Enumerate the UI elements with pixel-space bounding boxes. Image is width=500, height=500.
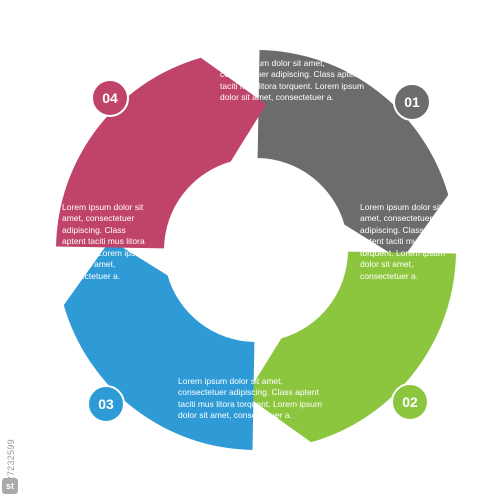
badge-seg2: 02 (391, 383, 429, 421)
segment-seg4 (56, 58, 266, 249)
watermark-logo: st (2, 478, 18, 494)
badge-seg1: 01 (393, 83, 431, 121)
badge-seg4: 04 (91, 79, 129, 117)
ring-svg (0, 0, 500, 500)
cycle-infographic: { "diagram": { "type": "cycle-arrow-ring… (0, 0, 500, 500)
segment-seg1 (258, 50, 449, 260)
segment-seg3 (64, 240, 255, 450)
badge-seg3: 03 (87, 385, 125, 423)
